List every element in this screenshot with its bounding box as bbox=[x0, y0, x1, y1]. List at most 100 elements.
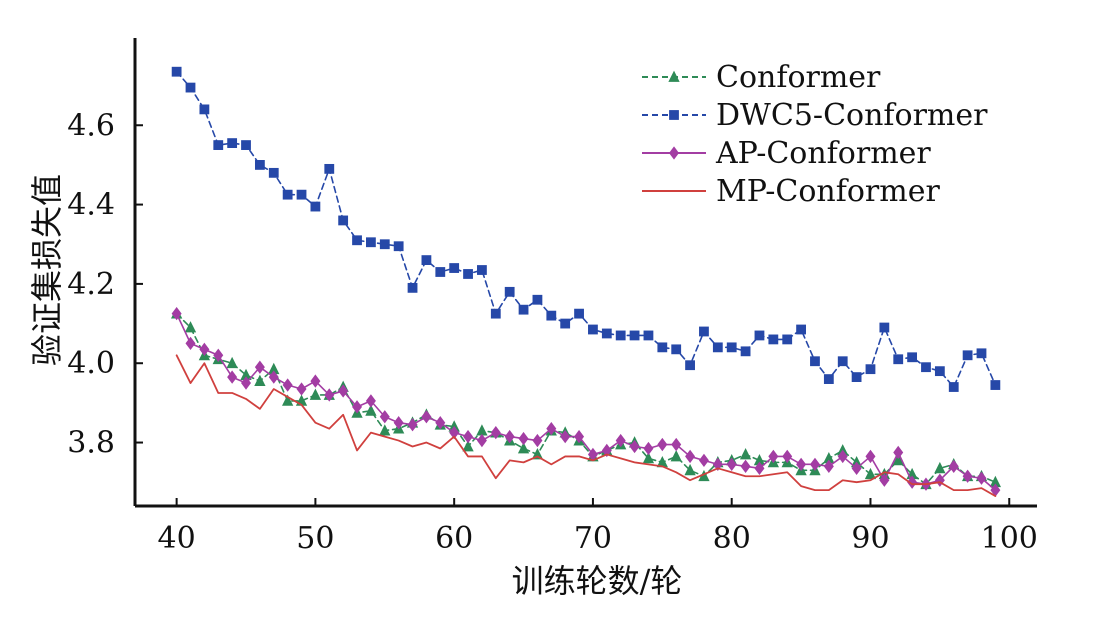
data-point bbox=[227, 370, 238, 384]
data-point bbox=[588, 324, 598, 335]
series-line bbox=[175, 354, 997, 497]
data-point bbox=[782, 449, 793, 464]
data-point bbox=[254, 360, 265, 374]
data-point bbox=[685, 360, 695, 371]
data-point bbox=[642, 452, 655, 464]
data-point bbox=[921, 362, 931, 373]
legend-label: AP-Conformer bbox=[715, 136, 931, 171]
series-layer bbox=[170, 66, 1002, 497]
data-point bbox=[366, 237, 376, 248]
series-dwc5-conformer bbox=[171, 66, 1001, 392]
data-point bbox=[670, 450, 682, 462]
data-point bbox=[171, 306, 182, 321]
data-point bbox=[865, 449, 876, 464]
axes: 40 50 60 70 80 90 100 3.8 4.0 4.2 4.4 4.6 bbox=[67, 38, 1038, 556]
data-point bbox=[352, 235, 362, 246]
data-point bbox=[726, 457, 737, 472]
data-point bbox=[213, 140, 224, 150]
data-point bbox=[546, 421, 557, 436]
data-point bbox=[754, 461, 765, 475]
data-point bbox=[185, 82, 196, 93]
data-point bbox=[712, 342, 723, 353]
data-point bbox=[532, 433, 543, 448]
data-point bbox=[976, 471, 987, 485]
data-point bbox=[615, 330, 626, 341]
data-point bbox=[504, 286, 515, 297]
y-axis-title: 验证集损失值 bbox=[28, 174, 66, 366]
data-point bbox=[254, 160, 265, 170]
data-point bbox=[393, 416, 404, 430]
x-tick-label: 70 bbox=[574, 521, 612, 556]
data-point bbox=[379, 239, 390, 250]
data-point bbox=[934, 366, 945, 377]
data-point bbox=[698, 453, 709, 468]
data-point bbox=[199, 104, 210, 115]
legend-label: MP-Conformer bbox=[716, 174, 940, 209]
data-point bbox=[518, 431, 529, 446]
data-point bbox=[393, 241, 404, 252]
data-point bbox=[684, 463, 696, 476]
data-point bbox=[962, 469, 973, 483]
legend-label: DWC5-Conformer bbox=[716, 98, 988, 133]
data-point bbox=[171, 66, 182, 77]
data-point bbox=[518, 304, 529, 315]
data-point bbox=[268, 167, 279, 178]
data-point bbox=[740, 459, 751, 474]
data-point bbox=[796, 457, 807, 472]
data-point bbox=[517, 442, 530, 454]
data-point bbox=[879, 322, 890, 333]
y-tick-label: 4.2 bbox=[67, 267, 115, 302]
data-point bbox=[407, 418, 418, 432]
legend-item-conformer: Conformer bbox=[642, 60, 881, 95]
data-point bbox=[463, 429, 474, 444]
data-point bbox=[490, 425, 501, 440]
y-tick-label: 4.0 bbox=[67, 346, 115, 381]
data-point bbox=[893, 445, 904, 460]
data-point bbox=[782, 334, 793, 345]
data-point bbox=[740, 346, 751, 357]
data-point bbox=[338, 215, 349, 226]
data-point bbox=[685, 449, 696, 464]
data-point bbox=[268, 370, 279, 384]
data-point bbox=[476, 424, 488, 436]
data-point bbox=[823, 374, 834, 384]
data-point bbox=[892, 453, 904, 466]
x-axis-title: 训练轮数/轮 bbox=[512, 562, 683, 600]
data-point bbox=[282, 189, 293, 200]
data-point bbox=[365, 394, 376, 408]
data-point bbox=[726, 342, 737, 353]
data-point bbox=[810, 356, 820, 367]
data-point bbox=[671, 344, 682, 355]
series-mp-conformer bbox=[175, 354, 997, 497]
data-point bbox=[879, 473, 890, 487]
data-point bbox=[560, 429, 571, 444]
data-point bbox=[421, 255, 432, 266]
data-point bbox=[907, 352, 918, 363]
data-point bbox=[241, 376, 252, 390]
data-point bbox=[629, 439, 640, 454]
y-tick-label: 4.4 bbox=[67, 188, 115, 223]
data-point bbox=[962, 350, 973, 361]
data-point bbox=[629, 330, 640, 341]
data-point bbox=[449, 263, 460, 273]
data-point bbox=[254, 374, 266, 386]
series-conformer bbox=[170, 307, 1002, 490]
data-point bbox=[296, 189, 307, 200]
x-tick-label: 50 bbox=[296, 521, 334, 556]
legend-marker bbox=[669, 146, 679, 160]
y-tick-label: 3.8 bbox=[67, 426, 115, 461]
data-point bbox=[865, 364, 876, 375]
data-point bbox=[601, 443, 612, 458]
data-point bbox=[531, 448, 544, 460]
data-point bbox=[184, 321, 197, 333]
legend-label: Conformer bbox=[716, 60, 881, 95]
data-point bbox=[657, 437, 668, 452]
series-ap-conformer bbox=[171, 306, 1001, 497]
data-point bbox=[574, 308, 584, 319]
data-point bbox=[643, 441, 654, 456]
data-point bbox=[851, 461, 862, 475]
data-point bbox=[657, 342, 668, 353]
data-point bbox=[837, 356, 848, 367]
